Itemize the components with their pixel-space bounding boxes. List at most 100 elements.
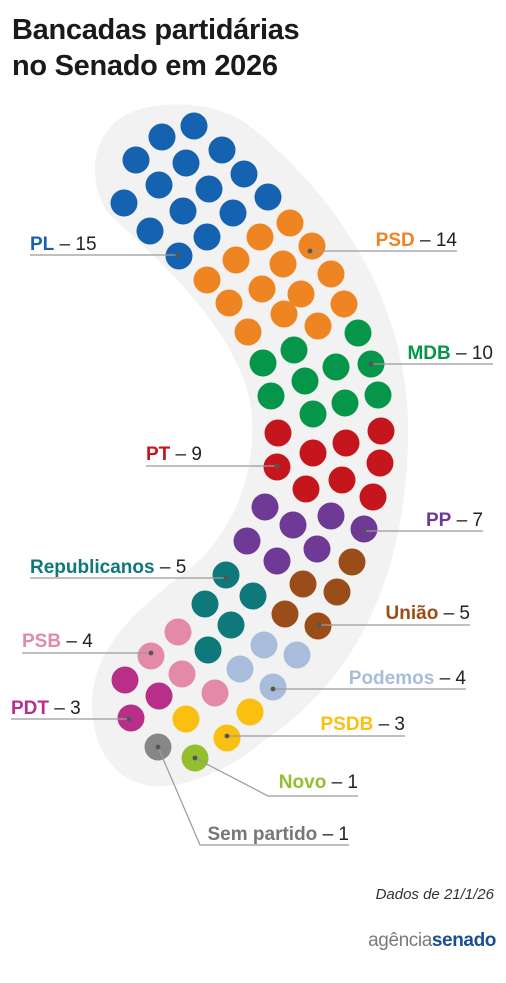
label-psb-count: 4: [82, 631, 93, 652]
seat-pl-5: [208, 136, 236, 164]
seat-pl-3: [122, 146, 150, 174]
label-psdb-count: 3: [394, 714, 405, 735]
label-sem-partido-party: Sem partido: [207, 824, 317, 845]
seat-pl-2: [180, 112, 208, 140]
seat-uniao-1: [338, 548, 366, 576]
label-podemos: Podemos – 4: [349, 668, 467, 689]
leader-dot-psd: [307, 248, 313, 254]
seat-pt-1: [264, 419, 292, 447]
label-mdb-separator: –: [451, 343, 472, 364]
label-uniao-count: 5: [459, 603, 470, 624]
label-podemos-separator: –: [434, 668, 455, 689]
seat-pl-15: [193, 223, 221, 251]
seat-pt-3: [332, 429, 360, 457]
seat-psd-12: [270, 300, 298, 328]
chart-title: Bancadas partidárias no Senado em 2026: [12, 12, 300, 84]
seat-pdt-2: [145, 682, 173, 710]
seat-pl-6: [110, 189, 138, 217]
seat-pp-3: [279, 511, 307, 539]
seat-pdt-1: [111, 666, 139, 694]
seat-pt-9: [359, 483, 387, 511]
label-republicanos: Republicanos – 5: [30, 557, 186, 578]
logo-part-agencia: agência: [368, 930, 432, 951]
seat-psb-2: [137, 642, 165, 670]
data-source-note: Dados de 21/1/26: [375, 886, 494, 903]
seat-psd-4: [222, 246, 250, 274]
label-podemos-party: Podemos: [349, 668, 435, 689]
label-podemos-count: 4: [455, 668, 466, 689]
seat-mdb-6: [257, 382, 285, 410]
label-mdb-count: 10: [472, 343, 493, 364]
agencia-senado-logo: agênciasenado: [368, 930, 496, 952]
seat-psd-7: [317, 260, 345, 288]
leader-dot-novo: [192, 755, 198, 761]
seat-psd-14: [234, 318, 262, 346]
seat-psd-9: [287, 280, 315, 308]
seat-psdb-2: [172, 705, 200, 733]
seat-psd-3: [298, 232, 326, 260]
label-psdb: PSDB – 3: [321, 714, 406, 735]
seat-republicanos-5: [194, 636, 222, 664]
seat-psb-4: [201, 679, 229, 707]
label-pdt-separator: –: [49, 698, 70, 719]
label-sem-partido: Sem partido – 1: [207, 824, 349, 845]
seat-psb-3: [168, 660, 196, 688]
seat-psd-10: [215, 289, 243, 317]
logo-part-senado: senado: [431, 930, 497, 951]
seat-psd-6: [193, 266, 221, 294]
label-uniao-separator: –: [438, 603, 459, 624]
seat-psd-5: [269, 250, 297, 278]
seat-psd-1: [246, 223, 274, 251]
label-pl-count: 15: [75, 234, 96, 255]
label-pp-count: 7: [472, 510, 483, 531]
seat-pp-1: [251, 493, 279, 521]
label-psd-count: 14: [436, 230, 458, 251]
seat-mdb-7: [291, 367, 319, 395]
label-pdt-party: PDT: [11, 698, 49, 719]
leader-dot-psb: [148, 650, 154, 656]
seat-uniao-3: [323, 578, 351, 606]
seat-pt-8: [366, 449, 394, 477]
seat-pl-8: [195, 175, 223, 203]
leader-dot-sem-partido: [155, 744, 161, 750]
seat-republicanos-3: [191, 590, 219, 618]
label-pt-party: PT: [146, 444, 171, 465]
label-psd-party: PSD: [376, 230, 415, 251]
seat-pt-4: [367, 417, 395, 445]
label-pp: PP – 7: [426, 510, 483, 531]
label-pdt-count: 3: [70, 698, 81, 719]
seat-pl-10: [136, 217, 164, 245]
seat-psd-2: [276, 209, 304, 237]
leader-dot-uniao: [316, 622, 322, 628]
label-pt-separator: –: [170, 444, 191, 465]
label-leader-lines: [11, 248, 493, 846]
label-novo-party: Novo: [279, 772, 327, 793]
seat-mdb-8: [331, 389, 359, 417]
label-mdb: MDB – 10: [407, 343, 493, 364]
seat-pp-2: [317, 502, 345, 530]
label-psd: PSD – 14: [376, 230, 458, 251]
seat-podemos-3: [226, 655, 254, 683]
seat-podemos-1: [250, 631, 278, 659]
label-pl-separator: –: [54, 234, 75, 255]
leader-dot-republicanos: [223, 575, 229, 581]
seat-republicanos-2: [239, 582, 267, 610]
leader-line-sem-partido: [157, 746, 349, 846]
leader-line-novo: [194, 757, 358, 797]
label-republicanos-separator: –: [155, 557, 176, 578]
label-pt-count: 9: [191, 444, 202, 465]
seat-mdb-2: [249, 349, 277, 377]
label-uniao: União – 5: [386, 603, 470, 624]
seat-mdb-9: [364, 381, 392, 409]
label-pl-party: PL: [30, 234, 55, 255]
seat-podemos-2: [283, 641, 311, 669]
seat-pt-7: [328, 466, 356, 494]
chart-title-line-1: Bancadas partidárias: [12, 14, 300, 46]
label-mdb-party: MDB: [407, 343, 450, 364]
seat-mdb-3: [280, 336, 308, 364]
label-pdt: PDT – 3: [11, 698, 81, 719]
label-uniao-party: União: [386, 603, 439, 624]
seat-psd-13: [304, 312, 332, 340]
label-psdb-separator: –: [373, 714, 394, 735]
seat-mdb-10: [299, 400, 327, 428]
